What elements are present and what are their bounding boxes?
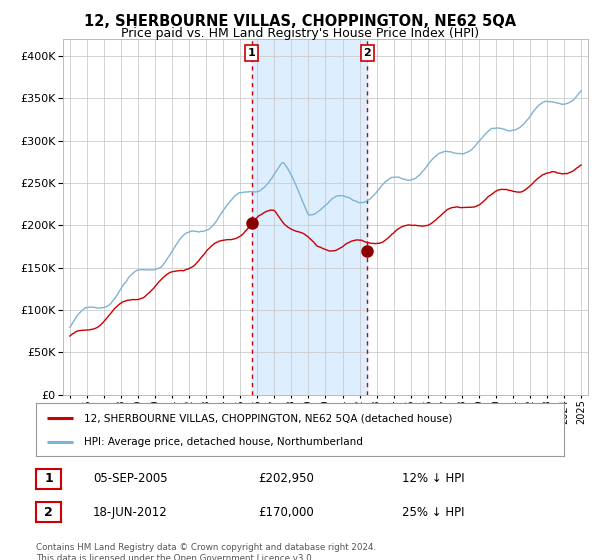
- Bar: [251, 39, 367, 395]
- Text: 2: 2: [44, 506, 53, 519]
- Text: 25% ↓ HPI: 25% ↓ HPI: [402, 506, 464, 519]
- Text: 12% ↓ HPI: 12% ↓ HPI: [402, 472, 464, 486]
- Text: HPI: Average price, detached house, Northumberland: HPI: Average price, detached house, Nort…: [83, 436, 362, 446]
- Text: £202,950: £202,950: [258, 472, 314, 486]
- Text: 2: 2: [364, 48, 371, 58]
- Text: 1: 1: [44, 472, 53, 486]
- Text: 12, SHERBOURNE VILLAS, CHOPPINGTON, NE62 5QA (detached house): 12, SHERBOURNE VILLAS, CHOPPINGTON, NE62…: [83, 413, 452, 423]
- Text: £170,000: £170,000: [258, 506, 314, 519]
- Text: 1: 1: [248, 48, 256, 58]
- Text: 12, SHERBOURNE VILLAS, CHOPPINGTON, NE62 5QA: 12, SHERBOURNE VILLAS, CHOPPINGTON, NE62…: [84, 14, 516, 29]
- Text: Contains HM Land Registry data © Crown copyright and database right 2024.
This d: Contains HM Land Registry data © Crown c…: [36, 543, 376, 560]
- Text: 18-JUN-2012: 18-JUN-2012: [93, 506, 168, 519]
- Text: 05-SEP-2005: 05-SEP-2005: [93, 472, 167, 486]
- Text: Price paid vs. HM Land Registry's House Price Index (HPI): Price paid vs. HM Land Registry's House …: [121, 27, 479, 40]
